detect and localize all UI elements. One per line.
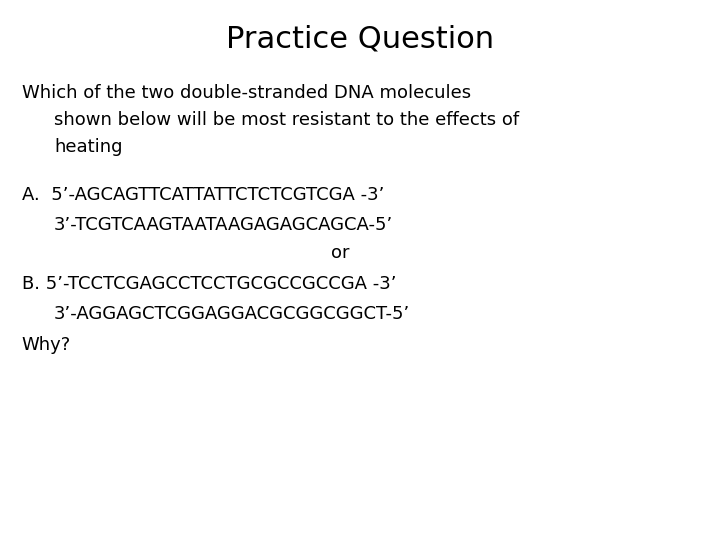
Text: Why?: Why? bbox=[22, 336, 71, 354]
Text: Which of the two double-stranded DNA molecules: Which of the two double-stranded DNA mol… bbox=[22, 84, 471, 102]
Text: or: or bbox=[331, 244, 350, 262]
Text: heating: heating bbox=[54, 138, 122, 156]
Text: A.  5’-AGCAGTTCATTATTCTCTCGTCGA -3’: A. 5’-AGCAGTTCATTATTCTCTCGTCGA -3’ bbox=[22, 186, 384, 204]
Text: 3’-TCGTCAAGTAATAAGAGAGCAGCA-5’: 3’-TCGTCAAGTAATAAGAGAGCAGCA-5’ bbox=[54, 216, 393, 234]
Text: B. 5’-TCCTCGAGCCTCCTGCGCCGCCGA -3’: B. 5’-TCCTCGAGCCTCCTGCGCCGCCGA -3’ bbox=[22, 275, 396, 293]
Text: shown below will be most resistant to the effects of: shown below will be most resistant to th… bbox=[54, 111, 519, 129]
Text: 3’-AGGAGCTCGGAGGACGCGGCGGCT-5’: 3’-AGGAGCTCGGAGGACGCGGCGGCT-5’ bbox=[54, 305, 410, 323]
Text: Practice Question: Practice Question bbox=[226, 24, 494, 53]
